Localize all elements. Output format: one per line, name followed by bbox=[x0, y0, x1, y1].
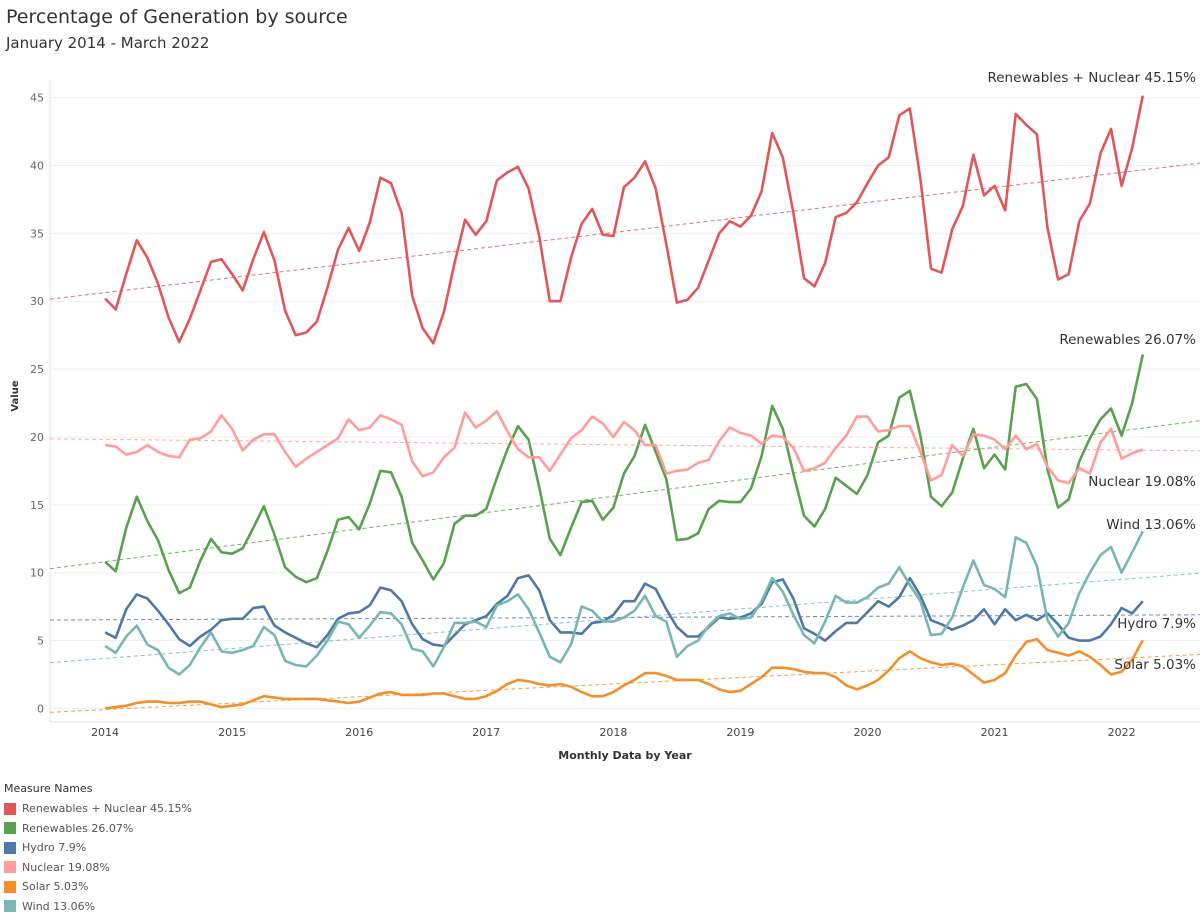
series-line bbox=[104, 574, 1144, 649]
x-tick-label: 2022 bbox=[1108, 726, 1136, 739]
legend-label: Renewables + Nuclear 45.15% bbox=[22, 802, 192, 816]
legend-swatch bbox=[4, 822, 16, 835]
y-tick-label: 25 bbox=[30, 363, 44, 376]
legend-label: Hydro 7.9% bbox=[22, 841, 87, 855]
y-tick-label: 10 bbox=[30, 567, 44, 580]
series-end-label: Renewables 26.07% bbox=[1059, 332, 1196, 348]
x-tick-label: 2016 bbox=[345, 726, 373, 739]
series-line bbox=[104, 637, 1144, 710]
x-axis-title: Monthly Data by Year bbox=[558, 749, 692, 762]
legend-swatch bbox=[4, 841, 16, 854]
legend-swatch bbox=[4, 802, 16, 815]
legend-item[interactable]: Nuclear 19.08% bbox=[4, 858, 192, 878]
y-tick-label: 45 bbox=[30, 92, 44, 105]
legend: Measure Names Renewables + Nuclear 45.15… bbox=[4, 782, 192, 916]
x-tick-label: 2021 bbox=[981, 726, 1009, 739]
line-chart: 0 5 10 15 20 25 30 35 40 45 2014 2015 2016 2017 2018 20… bbox=[10, 70, 1200, 762]
y-tick-label: 0 bbox=[37, 702, 44, 715]
trend-line bbox=[49, 162, 1200, 300]
y-tick-label: 5 bbox=[37, 635, 44, 648]
series-end-label: Wind 13.06% bbox=[1106, 517, 1196, 533]
legend-item[interactable]: Solar 5.03% bbox=[4, 877, 192, 897]
trend-line bbox=[49, 438, 1200, 452]
y-tick-label: 15 bbox=[30, 499, 44, 512]
legend-label: Wind 13.06% bbox=[22, 899, 96, 913]
legend-item[interactable]: Hydro 7.9% bbox=[4, 838, 192, 858]
x-tick-label: 2018 bbox=[599, 726, 627, 739]
chart-title: Percentage of Generation by source bbox=[6, 6, 348, 28]
legend-swatch bbox=[4, 900, 16, 913]
y-tick-label: 35 bbox=[30, 227, 44, 240]
y-tick-label: 40 bbox=[30, 160, 44, 173]
legend-item[interactable]: Renewables 26.07% bbox=[4, 819, 192, 839]
series-end-label: Hydro 7.9% bbox=[1117, 616, 1196, 632]
series-end-label: Renewables + Nuclear 45.15% bbox=[987, 70, 1196, 86]
legend-swatch bbox=[4, 880, 16, 893]
x-tick-label: 2015 bbox=[218, 726, 246, 739]
x-tick-label: 2020 bbox=[853, 726, 881, 739]
x-tick-label: 2019 bbox=[726, 726, 754, 739]
chart-subtitle: January 2014 - March 2022 bbox=[6, 34, 210, 52]
legend-label: Solar 5.03% bbox=[22, 880, 89, 894]
series-end-label: Solar 5.03% bbox=[1114, 657, 1196, 673]
trend-line bbox=[49, 653, 1200, 713]
legend-title: Measure Names bbox=[4, 782, 93, 795]
legend-item[interactable]: Wind 13.06% bbox=[4, 897, 192, 916]
x-tick-label: 2017 bbox=[472, 726, 500, 739]
y-axis-title: Value bbox=[10, 380, 21, 411]
series-line bbox=[104, 530, 1144, 676]
legend-label: Renewables 26.07% bbox=[22, 821, 134, 835]
y-tick-label: 30 bbox=[30, 295, 44, 308]
series-line bbox=[104, 95, 1145, 345]
legend-label: Nuclear 19.08% bbox=[22, 860, 110, 874]
series-end-label: Nuclear 19.08% bbox=[1088, 474, 1196, 490]
legend-swatch bbox=[4, 861, 16, 874]
series-line bbox=[104, 409, 1144, 485]
legend-item[interactable]: Renewables + Nuclear 45.15% bbox=[4, 799, 192, 819]
x-tick-label: 2014 bbox=[91, 726, 119, 739]
y-tick-label: 20 bbox=[30, 431, 44, 444]
